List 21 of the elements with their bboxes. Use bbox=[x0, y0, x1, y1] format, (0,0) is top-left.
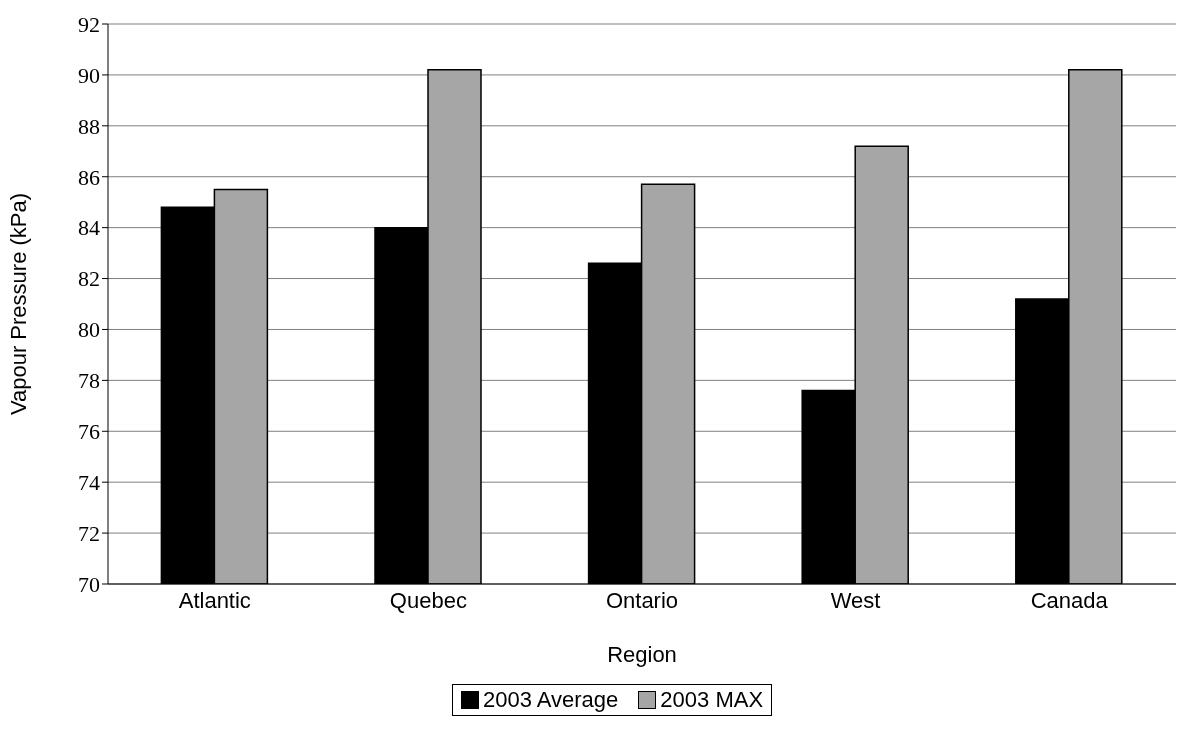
x-tick-label: Atlantic bbox=[178, 587, 251, 613]
x-tick-label: Ontario bbox=[605, 587, 679, 613]
y-tick-label: 88 bbox=[78, 113, 100, 139]
y-tick-label: 74 bbox=[78, 469, 100, 495]
x-tick-label: Quebec bbox=[389, 587, 467, 613]
y-tick-label: 92 bbox=[78, 11, 100, 37]
y-tick-label: 78 bbox=[78, 368, 100, 394]
x-tick-label: Canada bbox=[1030, 587, 1109, 613]
y-tick-label: 70 bbox=[78, 571, 100, 597]
y-tick-label: 80 bbox=[78, 317, 100, 343]
y-tick-label: 86 bbox=[78, 164, 100, 190]
y-tick-label: 72 bbox=[78, 520, 100, 546]
y-tick-label: 82 bbox=[78, 266, 100, 292]
x-tick-label: West bbox=[830, 587, 881, 613]
y-tick-label: 90 bbox=[78, 62, 100, 88]
x-axis-title: Region bbox=[607, 642, 677, 667]
legend-label: 2003 Average bbox=[481, 687, 619, 713]
y-tick-label: 76 bbox=[78, 419, 100, 445]
y-tick-label: 84 bbox=[78, 215, 100, 241]
y-axis-title: Vapour Pressure (kPa) bbox=[5, 192, 31, 416]
legend-label: 2003 MAX bbox=[659, 687, 764, 713]
